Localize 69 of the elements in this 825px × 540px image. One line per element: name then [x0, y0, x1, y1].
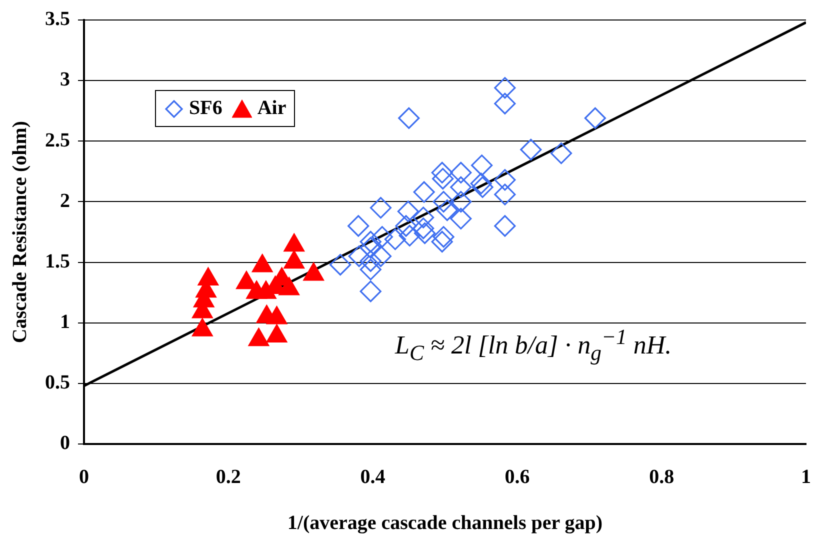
point [252, 254, 273, 272]
point [450, 190, 472, 213]
point [192, 318, 213, 336]
point [584, 107, 606, 129]
point [360, 230, 382, 252]
y-tick-label: 0 [60, 432, 70, 454]
point [472, 176, 494, 198]
point [412, 206, 434, 228]
point [450, 208, 472, 230]
point [266, 324, 288, 342]
point [494, 92, 516, 114]
y-tick-label: 2 [60, 190, 70, 212]
point [360, 236, 382, 259]
point [360, 250, 382, 272]
point [414, 222, 436, 244]
legend-label: SF6 [189, 97, 222, 120]
point [436, 199, 458, 221]
point [431, 162, 453, 184]
point [412, 218, 434, 240]
point [371, 226, 393, 248]
point [398, 107, 420, 129]
y-tick-label: 1 [60, 311, 70, 334]
point [370, 245, 392, 268]
point [550, 142, 572, 164]
point [248, 328, 270, 346]
y-tick-label: 0.5 [45, 372, 70, 394]
point [471, 154, 493, 176]
x-tick-label: 0.6 [504, 466, 530, 488]
point [494, 169, 516, 191]
x-tick-label: 0.4 [360, 466, 386, 488]
point [348, 245, 370, 268]
x-axis-title: 1/(average cascade channels per gap) [287, 512, 603, 534]
x-tick-label: 0 [79, 466, 89, 488]
x-tick-label: 1 [801, 466, 811, 488]
point [348, 215, 370, 237]
point [450, 162, 472, 184]
point [494, 215, 516, 237]
point [397, 200, 419, 222]
x-tick-label: 0.2 [216, 466, 241, 488]
point [266, 306, 288, 324]
point [303, 262, 324, 281]
point [494, 77, 516, 99]
point [256, 280, 276, 299]
y-axis-title: Cascade Resistance (ohm) [9, 120, 32, 344]
point [360, 258, 382, 280]
point [284, 250, 304, 269]
y-tick-label: 3.5 [45, 8, 70, 30]
point [432, 226, 454, 248]
point [494, 184, 516, 206]
y-tick-label: 3 [60, 68, 70, 91]
point [370, 196, 392, 219]
point [413, 181, 435, 203]
point [431, 230, 453, 252]
point [398, 224, 420, 246]
point [432, 168, 454, 190]
point [330, 254, 352, 276]
y-tick-label: 2.5 [45, 129, 70, 152]
point [284, 234, 304, 252]
point [432, 190, 454, 213]
point [384, 228, 406, 250]
point [278, 277, 300, 296]
legend-label: Air [257, 97, 286, 120]
annotation: L$_{C}$ ≈ 2l [ln b/a] · n$_{g}$$^{−1}$ nH. [395, 325, 672, 366]
point [520, 138, 542, 160]
point [470, 172, 492, 194]
point [395, 215, 417, 237]
point [450, 176, 472, 198]
x-tick-label: 0.8 [649, 466, 674, 488]
y-tick-label: 1.5 [45, 250, 70, 272]
